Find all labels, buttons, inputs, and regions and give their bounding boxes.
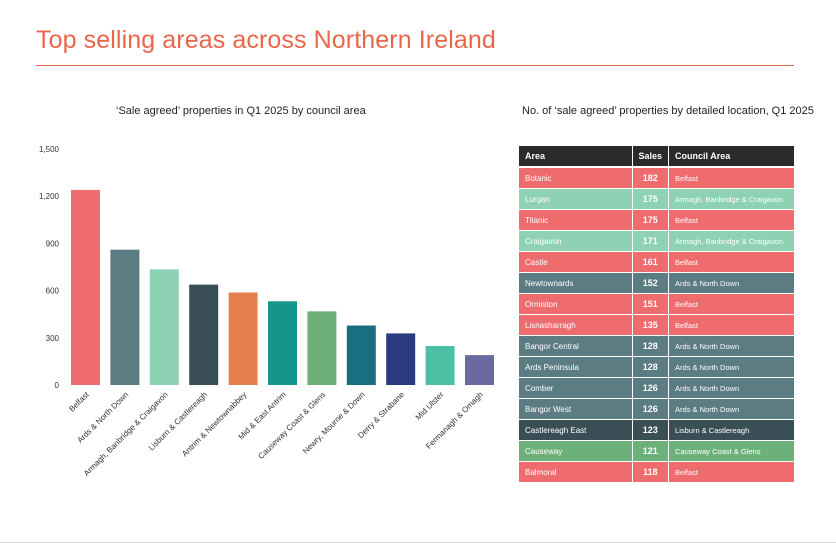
title-divider bbox=[36, 65, 794, 66]
council-area-cell: Belfast bbox=[668, 461, 796, 483]
area-cell: Lurgan bbox=[519, 188, 633, 210]
council-area-cell: Ards & North Down bbox=[668, 377, 796, 399]
bar bbox=[465, 355, 494, 385]
footer-divider bbox=[0, 542, 836, 543]
sales-cell: 152 bbox=[632, 272, 670, 294]
table-row: Newtownards 152 Ards & North Down bbox=[519, 272, 796, 294]
council-area-cell: Belfast bbox=[668, 167, 796, 189]
x-tick-label: Armagh, Banbridge & Craigavon bbox=[82, 390, 170, 478]
x-tick-label: Belfast bbox=[67, 390, 91, 414]
table-header-row: Area Sales Council Area bbox=[519, 146, 796, 168]
area-cell: Ormiston bbox=[519, 293, 633, 315]
sales-cell: 128 bbox=[632, 356, 670, 378]
sales-cell: 126 bbox=[632, 377, 670, 399]
column-header-area: Area bbox=[519, 146, 633, 168]
y-tick-label: 300 bbox=[46, 334, 60, 343]
area-cell: Newtownards bbox=[519, 272, 633, 294]
area-cell: Craigavon bbox=[519, 230, 633, 252]
table-row: Comber 126 Ards & North Down bbox=[519, 377, 796, 399]
sales-cell: 161 bbox=[632, 251, 670, 273]
table-row: Bangor Central 128 Ards & North Down bbox=[519, 335, 796, 357]
table-row: Castlereagh East 123 Lisburn & Castlereagh bbox=[519, 419, 796, 441]
council-area-cell: Ards & North Down bbox=[668, 335, 796, 357]
area-cell: Bangor West bbox=[519, 398, 633, 420]
council-area-cell: Causeway Coast & Glens bbox=[668, 440, 796, 462]
table-body: Botanic 182 Belfast Lurgan 175 Armagh, Banbri… bbox=[519, 167, 796, 483]
sales-cell: 121 bbox=[632, 440, 670, 462]
bar bbox=[189, 284, 219, 385]
council-area-cell: Ards & North Down bbox=[668, 272, 796, 294]
page-title: Top selling areas across Northern Irelan… bbox=[36, 26, 496, 54]
table-row: Lisnasharragh 135 Belfast bbox=[519, 314, 796, 336]
table-row: Ormiston 151 Belfast bbox=[519, 293, 796, 315]
x-tick-label: Causeway Coast & Glens bbox=[256, 390, 327, 461]
sales-cell: 118 bbox=[632, 461, 670, 483]
y-tick-label: 1,500 bbox=[39, 145, 60, 154]
bar bbox=[307, 311, 337, 385]
table-row: Castle 161 Belfast bbox=[519, 251, 796, 273]
council-area-cell: Belfast bbox=[668, 293, 796, 315]
bar bbox=[268, 301, 297, 385]
sales-cell: 175 bbox=[632, 188, 670, 210]
sales-table: Area Sales Council Area Botanic 182 Belfas… bbox=[519, 146, 796, 483]
council-area-cell: Ards & North Down bbox=[668, 356, 796, 378]
table-row: Bangor West 126 Ards & North Down bbox=[519, 398, 796, 420]
council-area-cell: Belfast bbox=[668, 314, 796, 336]
area-cell: Balmoral bbox=[519, 461, 633, 483]
council-area-cell: Armagh, Banbridge & Craigavon bbox=[668, 188, 796, 210]
bar bbox=[110, 249, 140, 385]
area-cell: Ards Peninsula bbox=[519, 356, 633, 378]
y-tick-label: 1,200 bbox=[39, 192, 60, 201]
y-tick-label: 0 bbox=[55, 381, 60, 390]
table-row: Balmoral 118 Belfast bbox=[519, 461, 796, 483]
y-tick-label: 600 bbox=[46, 287, 60, 296]
area-cell: Titanic bbox=[519, 209, 633, 231]
sales-cell: 175 bbox=[632, 209, 670, 231]
bar bbox=[71, 189, 100, 385]
council-area-cell: Ards & North Down bbox=[668, 398, 796, 420]
area-cell: Bangor Central bbox=[519, 335, 633, 357]
table-row: Lurgan 175 Armagh, Banbridge & Craigavon bbox=[519, 188, 796, 210]
council-area-cell: Lisburn & Castlereagh bbox=[668, 419, 796, 441]
chart-subtitle: ‘Sale agreed’ properties in Q1 2025 by c… bbox=[116, 105, 366, 117]
sales-cell: 171 bbox=[632, 230, 670, 252]
x-tick-label: Antrim & Newtownabbey bbox=[180, 390, 248, 458]
table-row: Craigavon 171 Armagh, Banbridge & Craigavo… bbox=[519, 230, 796, 252]
bar bbox=[346, 325, 376, 385]
column-header-council-area: Council Area bbox=[668, 146, 796, 168]
sales-cell: 182 bbox=[632, 167, 670, 189]
area-cell: Castle bbox=[519, 251, 633, 273]
table-row: Botanic 182 Belfast bbox=[519, 167, 796, 189]
y-tick-label: 900 bbox=[46, 239, 60, 248]
area-cell: Botanic bbox=[519, 167, 633, 189]
sales-cell: 123 bbox=[632, 419, 670, 441]
council-area-cell: Belfast bbox=[668, 251, 796, 273]
council-area-cell: Belfast bbox=[668, 209, 796, 231]
council-area-cell: Armagh, Banbridge & Craigavon bbox=[668, 230, 796, 252]
sales-cell: 128 bbox=[632, 335, 670, 357]
area-cell: Comber bbox=[519, 377, 633, 399]
sales-cell: 126 bbox=[632, 398, 670, 420]
bar bbox=[149, 269, 179, 385]
area-cell: Causeway bbox=[519, 440, 633, 462]
table-row: Titanic 175 Belfast bbox=[519, 209, 796, 231]
bar bbox=[386, 333, 416, 385]
area-cell: Castlereagh East bbox=[519, 419, 633, 441]
table-row: Ards Peninsula 128 Ards & North Down bbox=[519, 356, 796, 378]
bar bbox=[228, 292, 258, 385]
table-row: Causeway 121 Causeway Coast & Glens bbox=[519, 440, 796, 462]
table-subtitle: No. of ‘sale agreed’ properties by detai… bbox=[522, 105, 814, 117]
sales-cell: 135 bbox=[632, 314, 670, 336]
x-tick-label: Mid Ulster bbox=[414, 390, 446, 422]
sales-cell: 151 bbox=[632, 293, 670, 315]
column-header-sales: Sales bbox=[632, 146, 670, 168]
bar bbox=[425, 345, 455, 385]
area-cell: Lisnasharragh bbox=[519, 314, 633, 336]
